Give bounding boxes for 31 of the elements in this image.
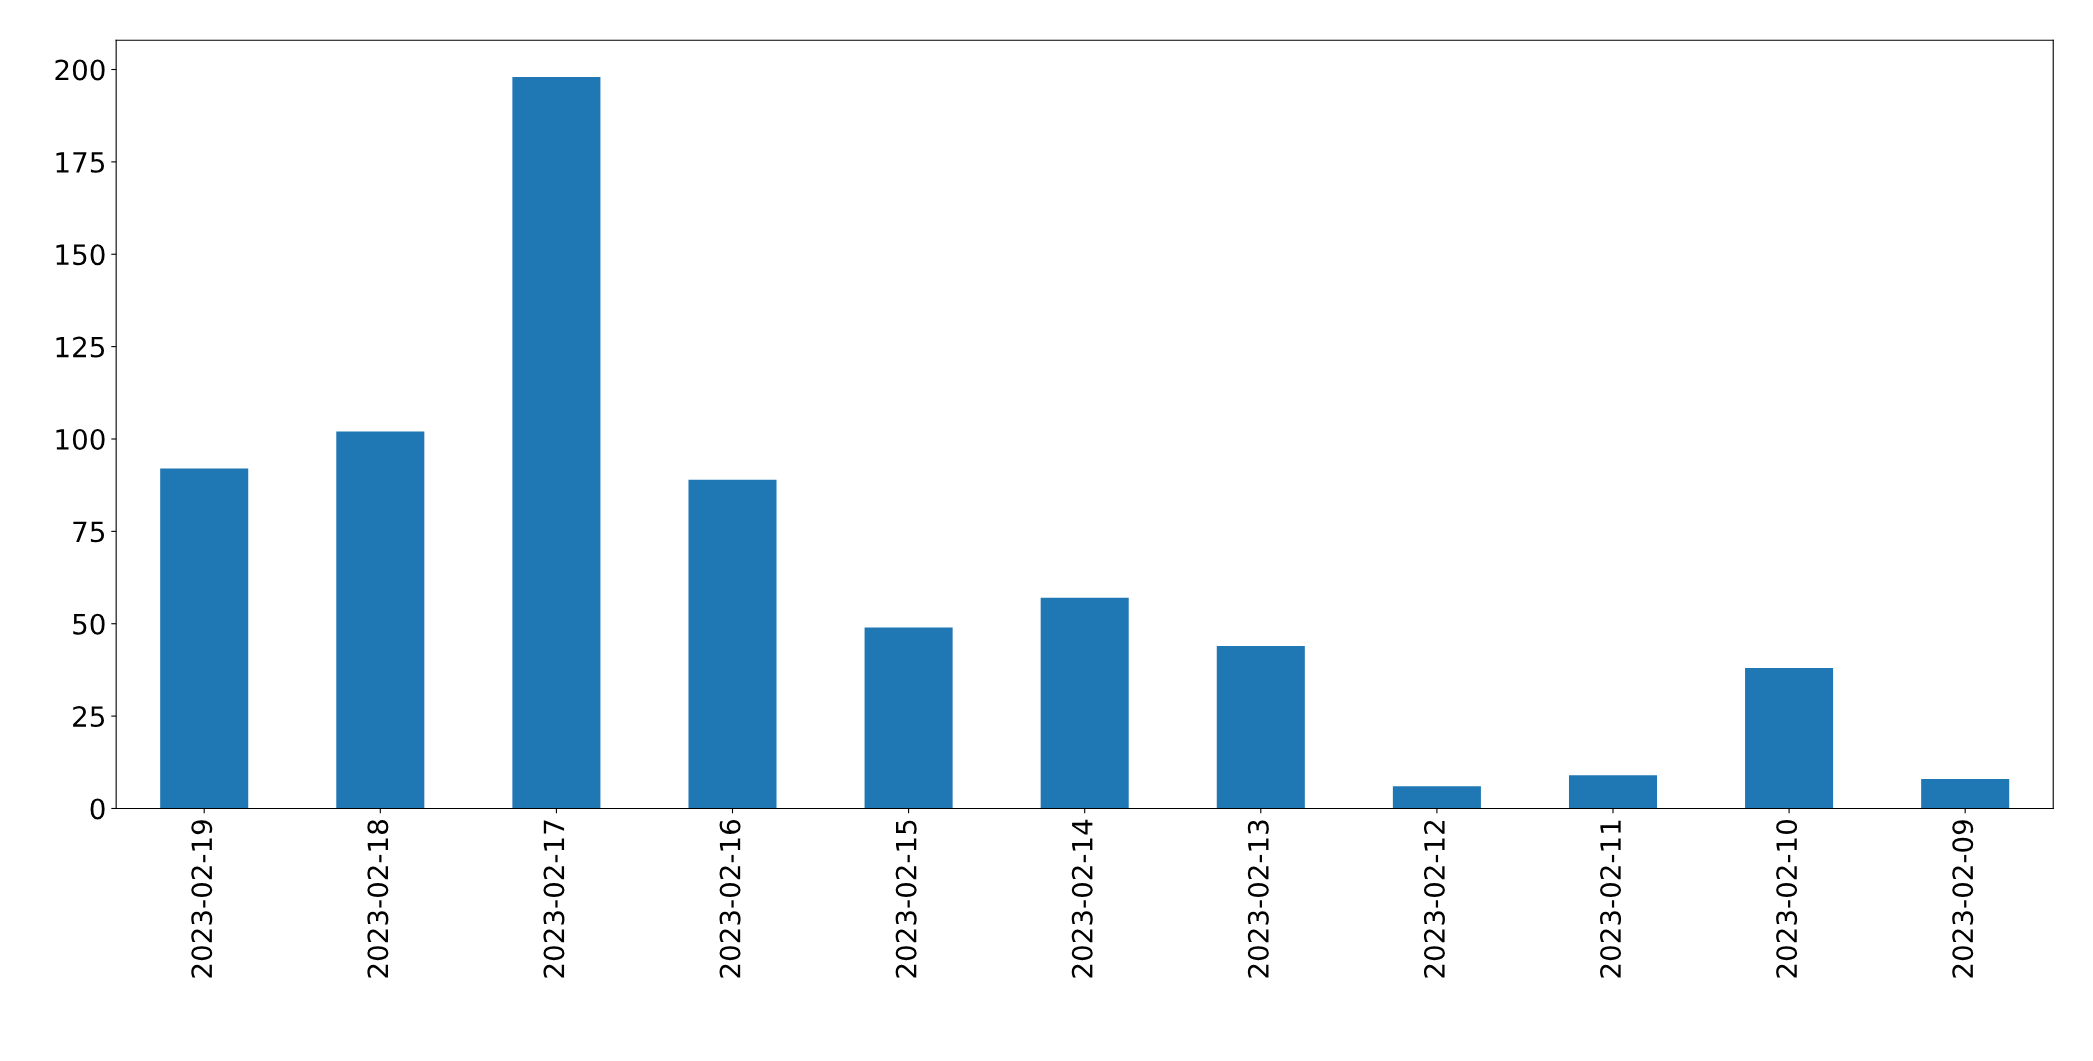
x-tick-label: 2023-02-18 [367,820,389,978]
x-tick-label: 2023-02-16 [719,819,741,978]
y-tick-label: 50 [73,613,105,635]
y-tick-label: 75 [73,521,105,543]
x-tick-label: 2023-02-19 [191,820,213,978]
bar [336,431,425,809]
x-tick-label: 2023-02-14 [1071,819,1093,978]
y-tick-label: 25 [73,706,105,728]
y-tick-label: 100 [56,428,105,450]
x-tick-label: 2023-02-10 [1776,820,1798,978]
x-tick-label: 2023-02-09 [1952,820,1974,978]
x-tick-label: 2023-02-11 [1600,820,1622,978]
bar [1216,645,1305,809]
y-tick-label: 125 [56,336,105,358]
bar [512,76,601,809]
x-tick-label: 2023-02-13 [1247,820,1269,978]
y-tick-label: 175 [56,152,105,173]
bar [688,479,777,809]
x-tick-label: 2023-02-15 [895,820,917,978]
bar [1745,668,1834,809]
y-tick-label: 0 [90,798,105,820]
x-tick-label: 2023-02-12 [1423,820,1445,978]
bar [160,468,249,809]
bar [1040,597,1129,809]
bar [1392,786,1481,809]
y-tick-label: 200 [55,59,105,81]
bar [1921,778,2010,809]
x-tick-label: 2023-02-17 [543,820,565,978]
y-tick-label: 150 [56,244,105,266]
bar [864,627,953,809]
bar [1568,775,1658,809]
